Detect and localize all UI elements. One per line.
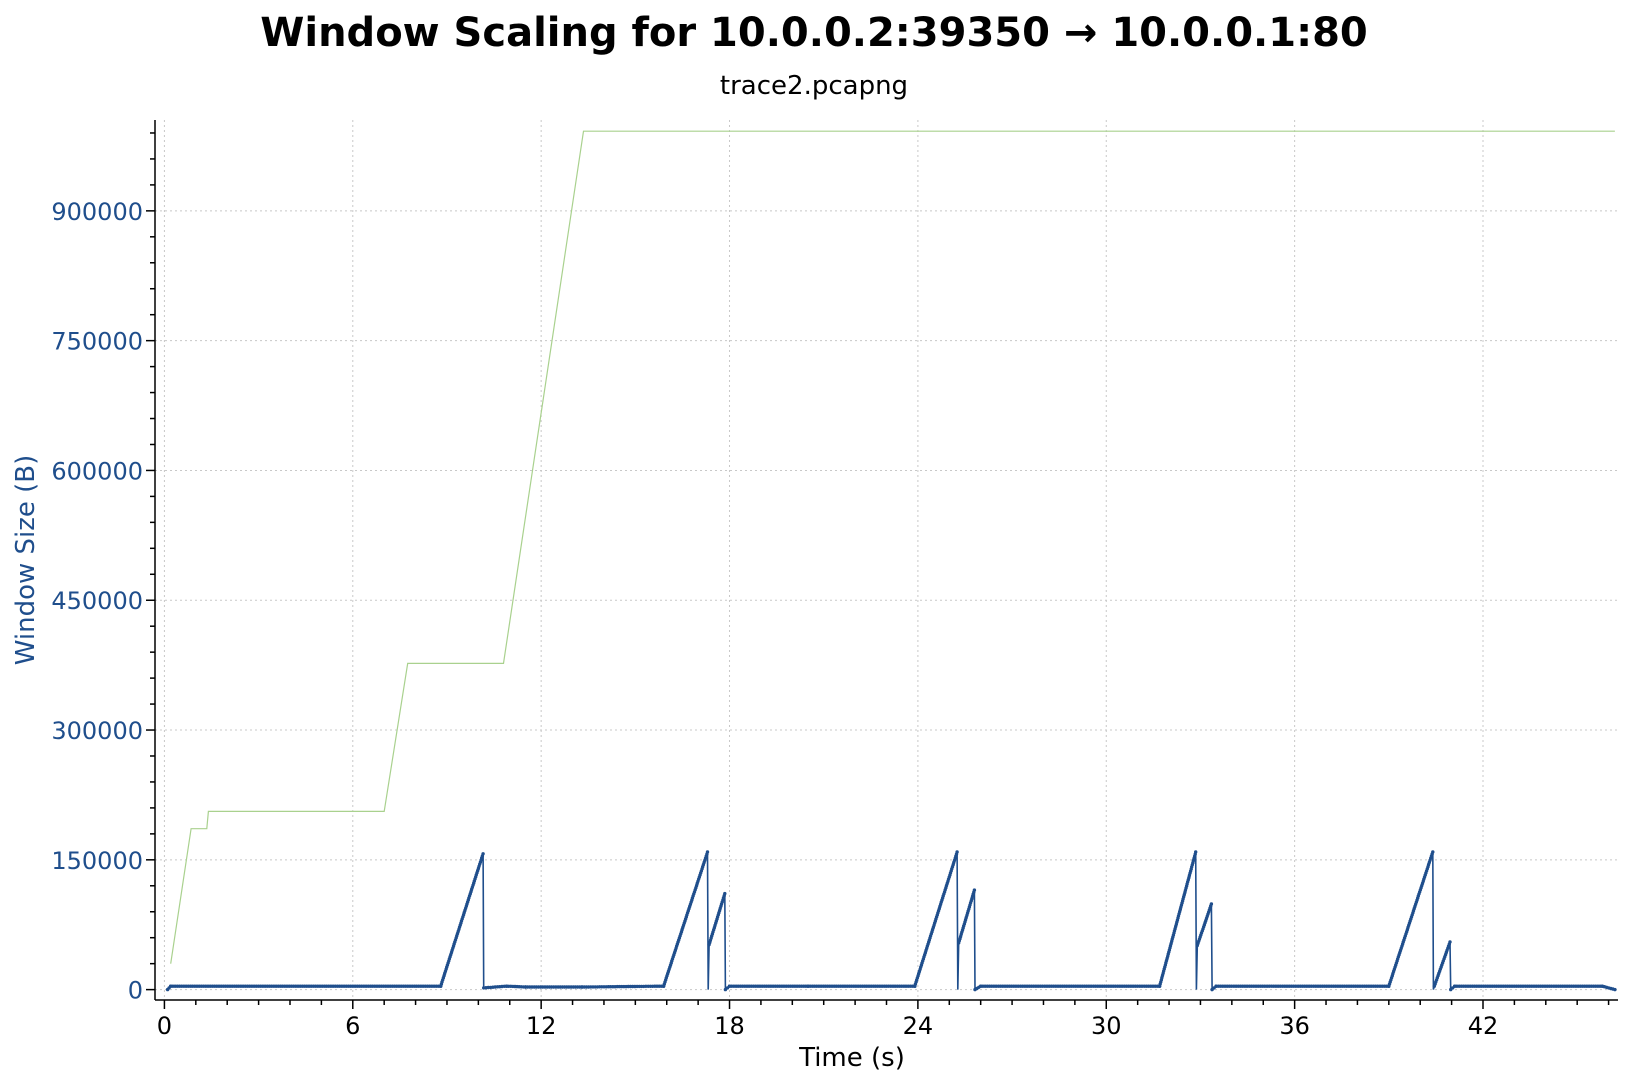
axes [146, 120, 1618, 1009]
series-point [1431, 850, 1435, 854]
x-tick-label-7: 42 [1468, 1012, 1499, 1040]
series-line-0 [170, 130, 1615, 964]
series-point [723, 891, 727, 896]
y-tick-label-1: 150000 [51, 847, 143, 875]
x-tick-label-3: 18 [714, 1012, 745, 1040]
x-tick-label-2: 12 [526, 1012, 557, 1040]
tick-labels: 0 6 12 18 24 30 36 42 0 150000 300000 450000 600000 7… [51, 198, 1498, 1040]
x-tick-label-4: 24 [903, 1012, 934, 1040]
x-tick-label-1: 6 [345, 1012, 360, 1040]
y-tick-label-3: 450000 [51, 587, 143, 615]
series-point [705, 850, 710, 854]
y-tick-label-5: 750000 [51, 328, 143, 356]
chart-title: Window Scaling for 10.0.0.2:39350 → 10.0… [260, 10, 1367, 56]
x-tick-label-6: 36 [1279, 1012, 1310, 1040]
series-point [955, 850, 959, 854]
y-tick-label-2: 300000 [51, 717, 143, 745]
y-tick-label-6: 900000 [51, 198, 143, 226]
series-point [1448, 940, 1452, 944]
series-point [972, 888, 977, 892]
x-tick-label-5: 30 [1091, 1012, 1122, 1040]
x-axis-label: Time (s) [798, 1043, 905, 1073]
series-layer [165, 130, 1617, 992]
y-tick-label-4: 600000 [51, 457, 143, 485]
series-line-1 [167, 851, 1616, 992]
y-tick-label-0: 0 [128, 977, 143, 1005]
series-point [481, 852, 485, 856]
series-point [1194, 850, 1198, 854]
series-point [1209, 902, 1214, 906]
grid-lines [155, 120, 1618, 1000]
chart-subtitle: trace2.pcapng [720, 71, 908, 101]
x-tick-label-0: 0 [157, 1012, 172, 1040]
y-axis-label: Window Size (B) [11, 455, 41, 666]
series-point [1613, 987, 1617, 992]
